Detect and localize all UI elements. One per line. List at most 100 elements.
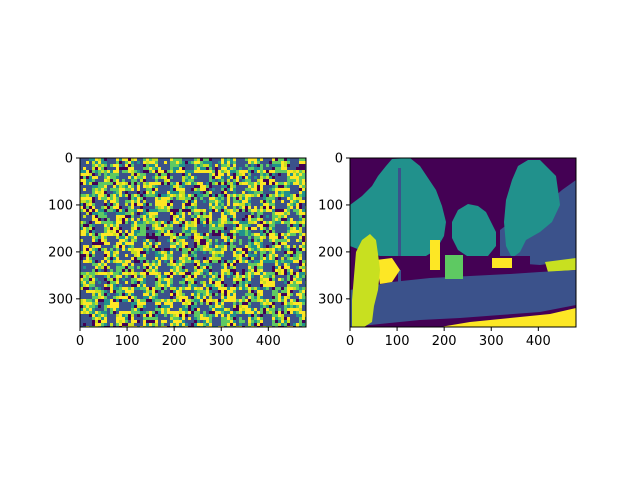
checker-pixel [290, 194, 293, 197]
checker-pixel [275, 161, 278, 164]
checker-pixel [158, 194, 161, 197]
checker-pixel [269, 194, 272, 197]
checker-pixel [224, 179, 227, 182]
checker-pixel [179, 317, 182, 320]
checker-pixel [263, 161, 266, 164]
road-region [350, 270, 576, 327]
checker-pixel [125, 215, 128, 218]
checker-pixel [98, 296, 101, 299]
checker-pixel [278, 281, 281, 284]
checker-pixel [233, 230, 236, 233]
checker-pixel [248, 251, 251, 254]
checker-pixel [266, 263, 269, 266]
checker-pixel [215, 323, 218, 326]
checker-pixel [80, 185, 83, 188]
checker-pixel [191, 296, 194, 299]
checker-pixel [176, 197, 179, 200]
checker-pixel [296, 281, 299, 284]
checker-pixel [155, 158, 158, 161]
checker-pixel [197, 206, 200, 209]
checker-pixel [164, 209, 167, 212]
checker-pixel [284, 224, 287, 227]
checker-pixel [230, 248, 233, 251]
checker-pixel [239, 269, 242, 272]
checker-pixel [242, 311, 245, 314]
checker-pixel [188, 209, 191, 212]
checker-pixel [221, 281, 224, 284]
checker-pixel [170, 170, 173, 173]
checker-pixel [248, 317, 251, 320]
checker-pixel [143, 230, 146, 233]
checker-pixel [104, 212, 107, 215]
checker-pixel [83, 206, 86, 209]
checker-pixel [200, 239, 203, 242]
checker-pixel [83, 305, 86, 308]
checker-pixel [290, 251, 293, 254]
checker-pixel [272, 197, 275, 200]
checker-pixel [86, 182, 89, 185]
checker-pixel [80, 212, 83, 215]
checker-pixel [257, 293, 260, 296]
checker-pixel [194, 293, 197, 296]
checker-pixel [80, 182, 83, 185]
checker-pixel [113, 278, 116, 281]
checker-pixel [245, 284, 248, 287]
checker-pixel [191, 218, 194, 221]
checker-pixel [143, 173, 146, 176]
checker-pixel [269, 275, 272, 278]
checker-pixel [137, 197, 140, 200]
checker-pixel [218, 164, 221, 167]
checker-pixel [125, 203, 128, 206]
checker-pixel [203, 242, 206, 245]
checker-pixel [83, 173, 86, 176]
checker-pixel [287, 311, 290, 314]
checker-pixel [269, 302, 272, 305]
checker-pixel [110, 170, 113, 173]
checker-pixel [257, 245, 260, 248]
checker-pixel [110, 188, 113, 191]
checker-pixel [131, 164, 134, 167]
checker-pixel [143, 248, 146, 251]
checker-pixel [194, 224, 197, 227]
checker-pixel [206, 320, 209, 323]
checker-pixel [260, 161, 263, 164]
checker-pixel [116, 317, 119, 320]
checker-pixel [221, 203, 224, 206]
checker-pixel [170, 323, 173, 326]
checker-pixel [266, 281, 269, 284]
checker-pixel [203, 215, 206, 218]
checker-pixel [290, 272, 293, 275]
checker-pixel [266, 287, 269, 290]
checker-pixel [227, 209, 230, 212]
checker-pixel [179, 158, 182, 161]
checker-pixel [137, 206, 140, 209]
checker-pixel [104, 188, 107, 191]
checker-pixel [80, 272, 83, 275]
checker-pixel [188, 308, 191, 311]
checker-pixel [107, 251, 110, 254]
checker-pixel [170, 161, 173, 164]
checker-pixel [227, 305, 230, 308]
checker-pixel [194, 257, 197, 260]
checker-pixel [155, 251, 158, 254]
checker-pixel [104, 311, 107, 314]
checker-pixel [98, 260, 101, 263]
checker-pixel [263, 209, 266, 212]
checker-pixel [128, 260, 131, 263]
checker-pixel [188, 284, 191, 287]
checker-pixel [212, 173, 215, 176]
checker-pixel [161, 323, 164, 326]
checker-pixel [290, 320, 293, 323]
checker-pixel [263, 242, 266, 245]
checker-pixel [203, 278, 206, 281]
checker-pixel [227, 311, 230, 314]
checker-pixel [191, 200, 194, 203]
checker-pixel [212, 224, 215, 227]
checker-pixel [200, 227, 203, 230]
checker-pixel [167, 290, 170, 293]
checker-pixel [173, 176, 176, 179]
checker-pixel [302, 188, 305, 191]
checker-pixel [227, 206, 230, 209]
checker-pixel [98, 218, 101, 221]
checker-pixel [170, 242, 173, 245]
